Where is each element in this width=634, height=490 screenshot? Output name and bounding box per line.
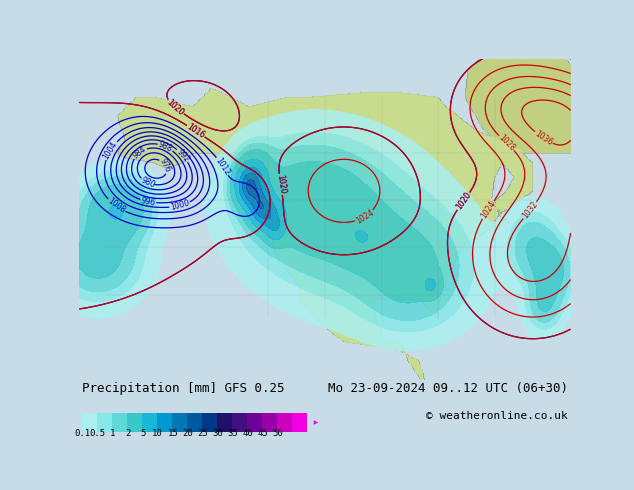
Text: 1000: 1000 <box>169 199 190 212</box>
Text: 980: 980 <box>139 176 157 190</box>
Text: 984: 984 <box>131 145 148 161</box>
Text: Precipitation [mm] GFS 0.25: Precipitation [mm] GFS 0.25 <box>82 382 284 395</box>
Text: 1024: 1024 <box>354 208 375 225</box>
Text: 1008: 1008 <box>106 196 127 215</box>
Text: 1032: 1032 <box>521 200 540 220</box>
Text: 1020: 1020 <box>275 174 287 195</box>
Text: 1004: 1004 <box>101 140 119 161</box>
Text: 1020: 1020 <box>454 191 473 212</box>
Text: 1024: 1024 <box>479 199 497 220</box>
Text: 1020: 1020 <box>165 98 186 117</box>
Text: 1012: 1012 <box>213 156 231 177</box>
Text: 976: 976 <box>158 157 172 174</box>
Text: 1028: 1028 <box>496 133 517 153</box>
Text: 1016: 1016 <box>185 122 206 140</box>
Text: © weatheronline.co.uk: © weatheronline.co.uk <box>427 411 568 421</box>
Text: 1020: 1020 <box>165 98 186 117</box>
Text: 988: 988 <box>157 140 174 154</box>
Text: 992: 992 <box>174 147 191 164</box>
Text: 1036: 1036 <box>533 129 554 147</box>
Text: 1020: 1020 <box>454 191 473 212</box>
Text: 1016: 1016 <box>185 122 206 140</box>
Text: 1020: 1020 <box>275 174 287 195</box>
Text: Mo 23-09-2024 09..12 UTC (06+30): Mo 23-09-2024 09..12 UTC (06+30) <box>328 382 568 395</box>
Text: 996: 996 <box>140 196 156 207</box>
